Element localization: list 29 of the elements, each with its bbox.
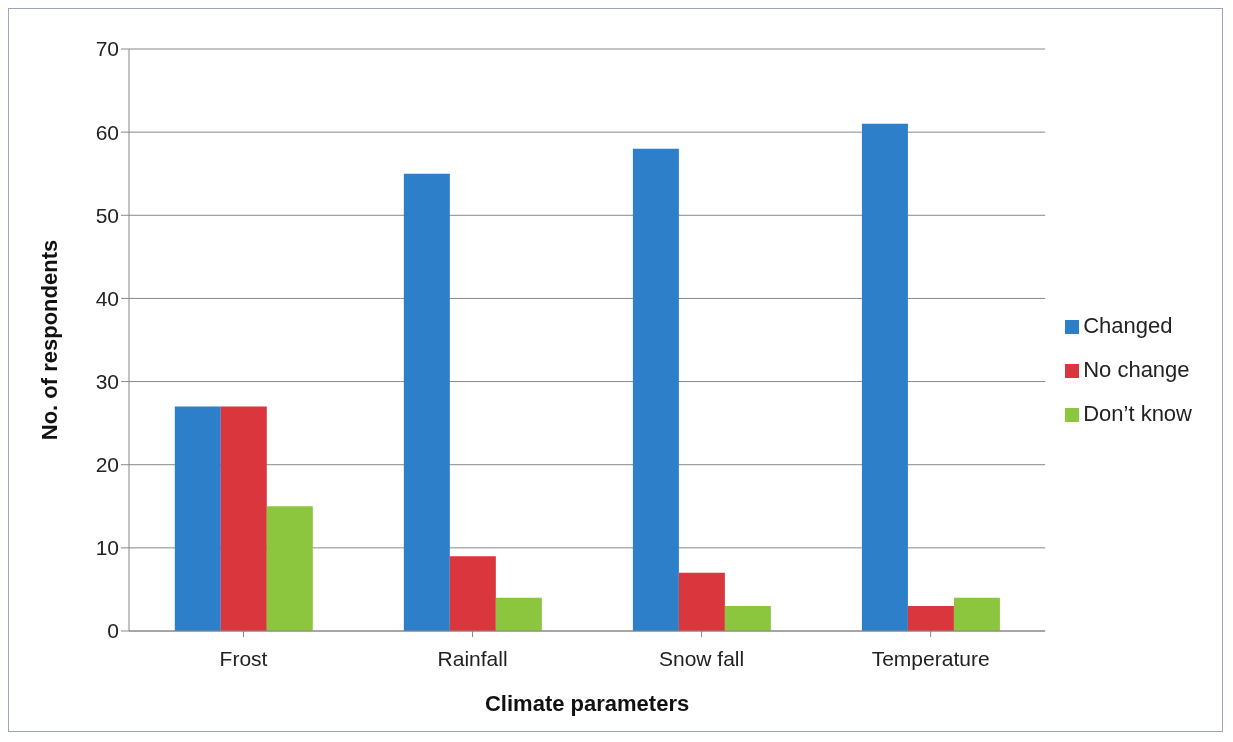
bar	[953, 597, 1000, 631]
legend-label: Changed	[1083, 313, 1173, 338]
x-tick-label: Snow fall	[658, 646, 745, 670]
bar	[220, 406, 267, 631]
y-tick-label: 40	[95, 286, 119, 310]
bar	[724, 606, 771, 631]
x-tick-label: Rainfall	[437, 646, 508, 670]
y-tick-label: 70	[95, 37, 119, 61]
y-axis-title: No. of respondents	[36, 239, 62, 441]
bar	[403, 173, 450, 631]
y-tick-label: 60	[95, 120, 119, 144]
bar	[907, 606, 954, 631]
x-axis-title: Climate parameters	[484, 691, 690, 716]
bar	[449, 556, 496, 631]
y-tick-label: 0	[107, 619, 119, 643]
bar	[678, 572, 725, 631]
bar	[632, 148, 679, 631]
legend-label: Don’t know	[1083, 401, 1192, 426]
y-tick-label: 50	[95, 203, 119, 227]
y-tick-label: 20	[95, 453, 119, 477]
bar	[266, 506, 313, 631]
y-tick-label: 10	[95, 536, 119, 560]
legend-label: No change	[1083, 357, 1190, 382]
y-tick-label: 30	[95, 370, 119, 394]
bar	[495, 597, 542, 631]
bar	[174, 406, 221, 631]
bar	[861, 123, 908, 631]
x-tick-label: Temperature	[871, 646, 990, 670]
x-tick-label: Frost	[219, 646, 268, 670]
